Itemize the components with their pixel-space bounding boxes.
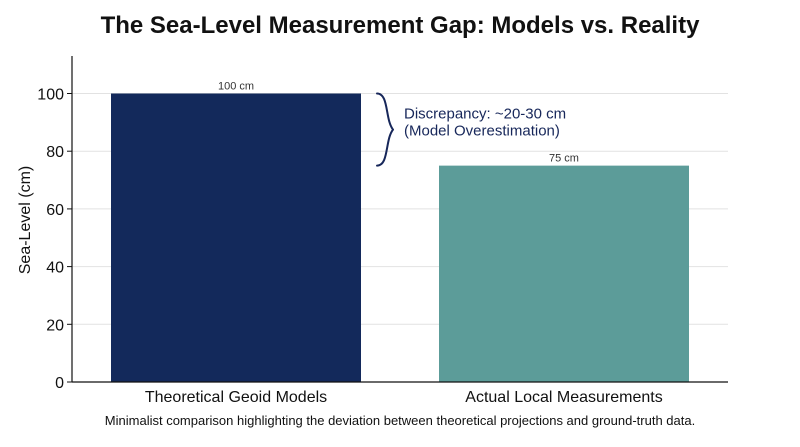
bar-value-label: 75 cm xyxy=(549,153,579,165)
x-category-label: Actual Local Measurements xyxy=(465,389,662,406)
bar-theoretical-geoid-models xyxy=(111,93,361,382)
annotation-line-1: Discrepancy: ~20-30 cm xyxy=(404,106,566,123)
data-labels: 100 cm 75 cm xyxy=(218,81,579,165)
y-tick-label: 100 xyxy=(37,87,64,104)
brace-icon xyxy=(376,92,394,167)
chart-title: The Sea-Level Measurement Gap: Models vs… xyxy=(101,12,701,39)
chart-caption: Minimalist comparison highlighting the d… xyxy=(105,413,695,428)
y-tick-label: 40 xyxy=(46,260,64,277)
x-category-label: Theoretical Geoid Models xyxy=(145,389,327,406)
annotation: Discrepancy: ~20-30 cm (Model Overestima… xyxy=(376,92,566,167)
y-tick-label: 80 xyxy=(46,144,64,161)
y-ticks: 0 20 40 60 80 100 xyxy=(37,87,72,392)
y-tick-label: 20 xyxy=(46,317,64,334)
bars xyxy=(111,93,689,382)
y-axis-label: Sea-Level (cm) xyxy=(17,166,34,274)
annotation-line-2: (Model Overestimation) xyxy=(404,123,560,140)
bar-value-label: 100 cm xyxy=(218,81,254,93)
x-categories: Theoretical Geoid Models Actual Local Mea… xyxy=(145,389,663,406)
axes xyxy=(71,56,728,383)
y-tick-label: 60 xyxy=(46,202,64,219)
y-tick-label: 0 xyxy=(55,375,64,392)
bar-actual-local-measurements xyxy=(439,165,689,382)
